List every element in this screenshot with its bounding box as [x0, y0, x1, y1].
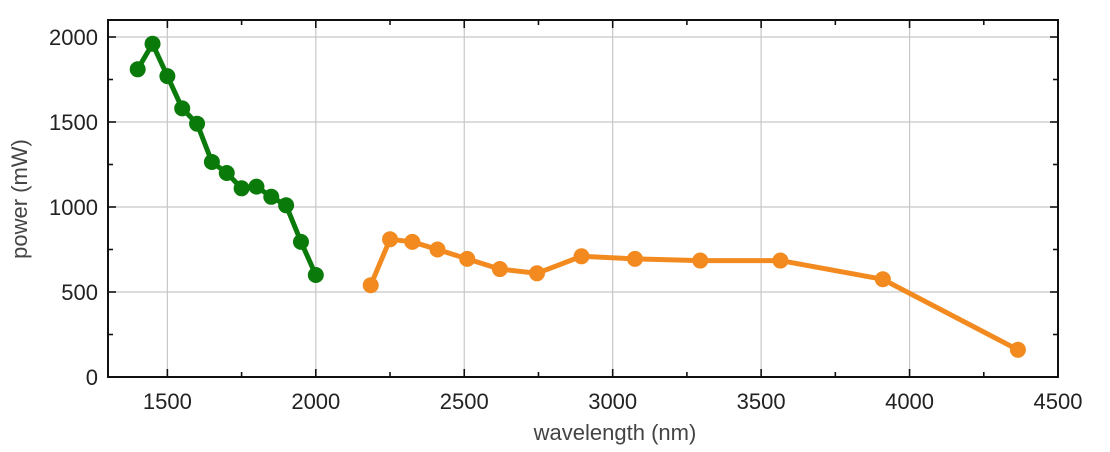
series-layer: [129, 35, 1026, 358]
data-point: [189, 115, 206, 132]
data-point: [129, 61, 146, 78]
data-point: [144, 35, 161, 52]
x-tick-label: 4500: [1034, 389, 1083, 414]
data-point: [203, 153, 220, 170]
data-point: [174, 100, 191, 117]
y-tick-label: 1000: [49, 195, 98, 220]
x-tick-label: 2000: [291, 389, 340, 414]
data-point: [218, 165, 235, 181]
data-point: [692, 252, 709, 269]
data-point: [233, 180, 250, 197]
x-tick-label: 1500: [143, 389, 192, 414]
data-point: [362, 277, 379, 294]
data-point: [404, 233, 421, 250]
data-point: [772, 252, 789, 269]
y-tick-label: 1500: [49, 110, 98, 135]
y-axis-label: power (mW): [7, 139, 32, 259]
data-point: [1009, 341, 1026, 358]
data-point: [263, 188, 280, 205]
grid: [108, 20, 1058, 377]
y-tick-labels: 0 500 1000 1500 2000: [49, 25, 98, 390]
y-tick-label: 500: [61, 280, 98, 305]
x-tick-labels: 1500 2000 2500 3000 3500 4000 4500: [143, 389, 1083, 414]
x-tick-label: 4000: [885, 389, 934, 414]
data-point: [626, 250, 643, 267]
data-point: [307, 267, 324, 283]
data-point: [292, 233, 309, 250]
data-point: [573, 248, 590, 265]
series-2: [362, 231, 1026, 358]
x-axis-label: wavelength (nm): [533, 420, 697, 445]
x-tick-label: 3000: [588, 389, 637, 414]
x-tick-label: 2500: [440, 389, 489, 414]
x-tick-label: 3500: [737, 389, 786, 414]
data-point: [159, 68, 176, 85]
data-point: [429, 241, 446, 258]
data-point: [382, 231, 399, 248]
data-point: [874, 271, 891, 288]
y-tick-label: 2000: [49, 25, 98, 50]
data-point: [528, 265, 545, 282]
data-point: [491, 261, 508, 278]
plot-frame: [107, 19, 1059, 378]
data-point: [459, 250, 476, 267]
series-1: [129, 35, 324, 283]
axis-ticks: [108, 20, 1059, 378]
data-point: [248, 178, 265, 195]
data-point: [278, 197, 295, 214]
y-tick-label: 0: [86, 365, 98, 390]
